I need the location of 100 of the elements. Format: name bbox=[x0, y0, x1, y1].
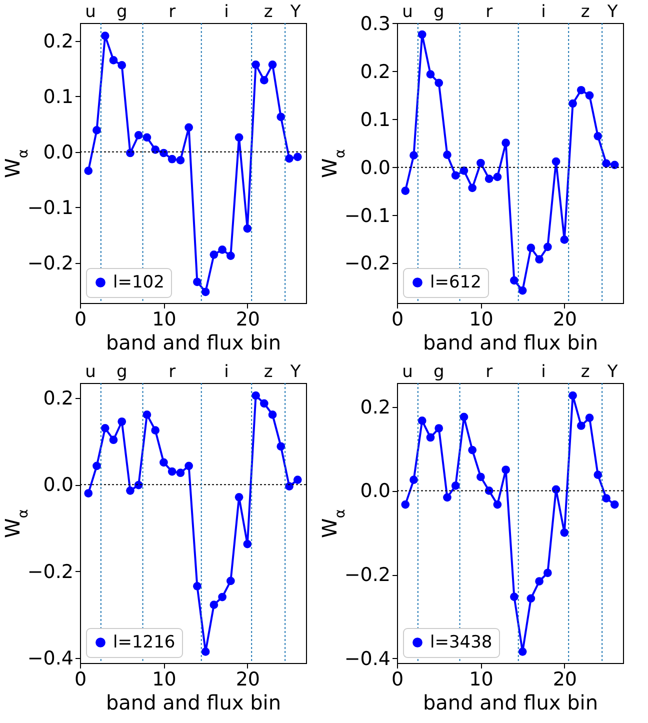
point bbox=[460, 166, 468, 175]
point bbox=[568, 99, 577, 108]
point bbox=[218, 245, 226, 254]
y-tick-label: 0.2 bbox=[43, 387, 74, 410]
y-tick-label: 0.0 bbox=[43, 141, 74, 164]
point bbox=[100, 424, 110, 432]
y-tick-label: −0.1 bbox=[344, 204, 390, 227]
text: Y bbox=[606, 2, 618, 22]
text: Y bbox=[606, 362, 618, 382]
text: u bbox=[85, 362, 96, 382]
point bbox=[151, 145, 160, 154]
point bbox=[585, 91, 594, 100]
point bbox=[535, 577, 544, 586]
point bbox=[243, 540, 252, 548]
x-tick-label: 10 bbox=[152, 668, 176, 690]
point bbox=[594, 470, 602, 479]
text: g bbox=[433, 362, 444, 382]
text: r bbox=[168, 2, 176, 22]
legend-label: l=102 bbox=[113, 272, 164, 292]
y-tick-label: 0.1 bbox=[360, 108, 390, 131]
point bbox=[493, 172, 502, 182]
text: Y bbox=[289, 2, 302, 22]
text: r bbox=[486, 362, 493, 382]
point bbox=[126, 148, 134, 158]
x-tick-label: 20 bbox=[236, 668, 260, 690]
point bbox=[260, 76, 268, 84]
y-tick-label: 0.2 bbox=[360, 60, 390, 83]
point bbox=[184, 123, 193, 132]
point bbox=[552, 485, 560, 494]
point bbox=[543, 568, 552, 578]
point bbox=[293, 152, 302, 162]
point bbox=[176, 468, 185, 478]
text: r bbox=[168, 362, 176, 382]
point bbox=[84, 166, 93, 175]
y-tick-label: 0.0 bbox=[360, 480, 390, 502]
x-tick-label: 20 bbox=[552, 668, 577, 690]
y-tick-label: 0.0 bbox=[360, 156, 390, 179]
point bbox=[451, 482, 460, 490]
text: z bbox=[580, 362, 590, 382]
point bbox=[476, 472, 485, 482]
point bbox=[276, 112, 286, 122]
text: g bbox=[116, 2, 128, 22]
point bbox=[493, 500, 502, 509]
point bbox=[168, 467, 176, 476]
point bbox=[109, 436, 118, 444]
y-tick-label: 0.2 bbox=[43, 30, 74, 52]
point bbox=[426, 433, 435, 442]
point bbox=[243, 224, 252, 233]
point bbox=[568, 391, 577, 400]
x-tick-label: 20 bbox=[552, 308, 577, 330]
point bbox=[476, 158, 485, 168]
x-tick-label: 0 bbox=[74, 308, 87, 330]
point bbox=[252, 391, 260, 400]
point bbox=[134, 131, 143, 140]
point bbox=[160, 458, 168, 467]
point bbox=[109, 56, 118, 64]
point bbox=[285, 154, 294, 163]
y-tick-label: 0.3 bbox=[360, 12, 390, 35]
x-axis-title: band and flux bin bbox=[422, 690, 598, 714]
legend-label: l=3438 bbox=[430, 632, 492, 652]
x-tick-label: 0 bbox=[391, 308, 404, 330]
point bbox=[410, 151, 418, 160]
point bbox=[260, 399, 268, 408]
text: i bbox=[224, 362, 229, 382]
point bbox=[502, 138, 510, 148]
point bbox=[594, 132, 602, 140]
point bbox=[210, 250, 218, 259]
point bbox=[484, 174, 494, 183]
point bbox=[401, 500, 410, 509]
point bbox=[210, 600, 218, 610]
text: g bbox=[433, 2, 444, 22]
y-tick-label: −0.1 bbox=[27, 196, 74, 219]
point bbox=[576, 86, 586, 94]
text: r bbox=[486, 2, 493, 22]
y-tick-label: −0.2 bbox=[27, 560, 74, 583]
point bbox=[285, 482, 294, 490]
point bbox=[560, 236, 569, 244]
point bbox=[100, 32, 110, 40]
point bbox=[218, 592, 226, 602]
point bbox=[168, 154, 176, 164]
x-axis-title: band and flux bin bbox=[422, 330, 598, 354]
text: i bbox=[224, 2, 229, 22]
legend-label: l=612 bbox=[430, 272, 482, 292]
point bbox=[602, 494, 610, 502]
point bbox=[434, 78, 444, 88]
point bbox=[176, 156, 185, 164]
point bbox=[142, 133, 152, 142]
point bbox=[610, 500, 619, 509]
point bbox=[510, 276, 518, 285]
text: z bbox=[580, 2, 590, 22]
text: i bbox=[541, 2, 546, 22]
point bbox=[226, 252, 235, 260]
y-tick-label: −0.2 bbox=[27, 252, 74, 274]
x-tick-label: 10 bbox=[152, 308, 176, 330]
legend-label: l=1216 bbox=[113, 632, 176, 652]
point bbox=[602, 159, 610, 168]
point bbox=[552, 157, 560, 166]
point bbox=[484, 486, 494, 495]
point bbox=[201, 288, 210, 296]
point bbox=[418, 30, 426, 39]
